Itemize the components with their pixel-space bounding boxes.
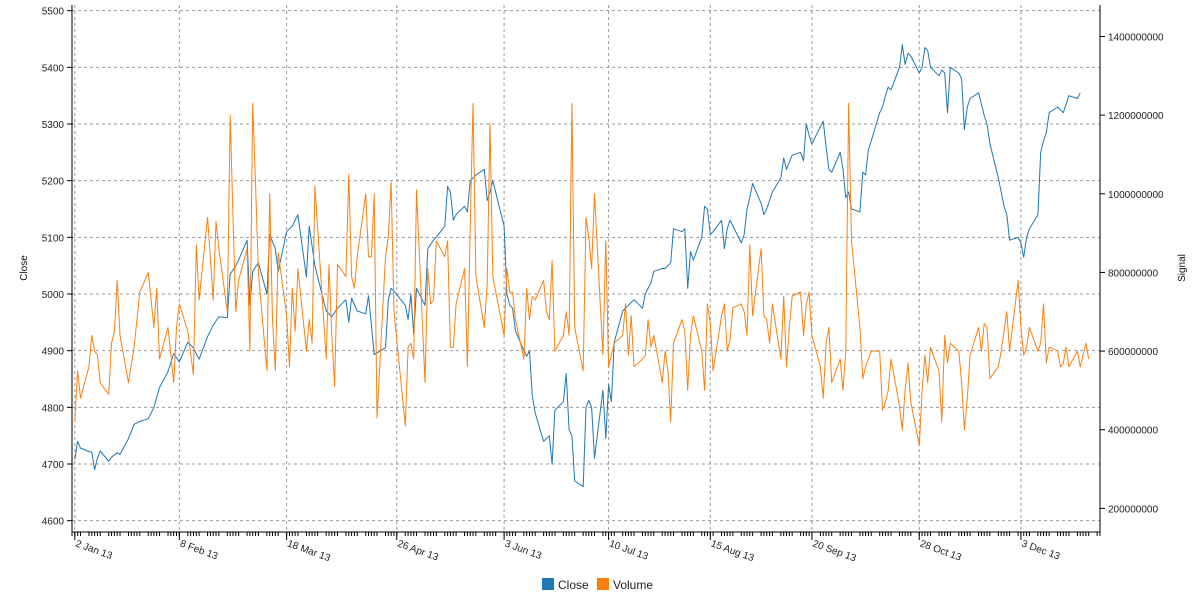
x-tick-label: 3 Dec 13 [1020, 538, 1062, 562]
y-left-tick-label: 5200 [42, 177, 65, 188]
y-left-tick-label: 5500 [42, 7, 65, 18]
legend-item-close[interactable]: Close [542, 578, 589, 592]
y-right-tick-label: 1000000000 [1108, 190, 1164, 201]
y-left-tick-label: 5000 [42, 290, 65, 301]
y-left-tick-label: 4700 [42, 460, 65, 471]
series-layer [74, 44, 1090, 488]
legend-label-volume: Volume [613, 578, 653, 592]
grid [72, 5, 1100, 532]
y-right-tick-label: 1200000000 [1108, 111, 1164, 122]
y-left-tick-label: 5300 [42, 120, 65, 131]
y-left-tick-label: 4600 [42, 517, 65, 528]
legend-item-volume[interactable]: Volume [597, 578, 653, 592]
y-right-axis-title: Signal [1177, 254, 1188, 282]
x-tick-label: 26 Apr 13 [396, 538, 440, 563]
legend-label-close: Close [558, 578, 589, 592]
y-left-tick-label: 4800 [42, 403, 65, 414]
series-line-close [74, 44, 1081, 488]
axes: 4600 4700 4800 4900 5000 5100 5200 5300 5400 5500… [42, 5, 1164, 565]
legend-swatch-close [542, 578, 554, 590]
x-tick-label: 15 Aug 13 [709, 538, 756, 564]
legend-swatch-volume [597, 578, 609, 590]
x-tick-label: 20 Sep 13 [811, 538, 858, 564]
y-right-tick-label: 200000000 [1108, 504, 1158, 515]
series-line-volume [74, 102, 1090, 446]
x-tick-label: 28 Oct 13 [918, 538, 963, 563]
y-left-tick-label: 5400 [42, 63, 65, 74]
y-right-tick-label: 400000000 [1108, 426, 1158, 437]
legend: Close Volume [542, 578, 653, 592]
x-tick-label: 2 Jan 13 [74, 538, 114, 562]
y-right-tick-label: 1400000000 [1108, 32, 1164, 43]
y-left-axis-title: Close [19, 255, 30, 281]
x-tick-label: 3 Jun 13 [503, 538, 543, 562]
x-tick-label: 8 Feb 13 [178, 538, 219, 562]
y-right-tick-label: 600000000 [1108, 347, 1158, 358]
x-tick-label: 18 Mar 13 [286, 538, 332, 564]
y-left-tick-label: 5100 [42, 233, 65, 244]
x-tick-label: 10 Jul 13 [608, 538, 650, 562]
y-left-tick-label: 4900 [42, 347, 65, 358]
y-right-tick-label: 800000000 [1108, 268, 1158, 279]
